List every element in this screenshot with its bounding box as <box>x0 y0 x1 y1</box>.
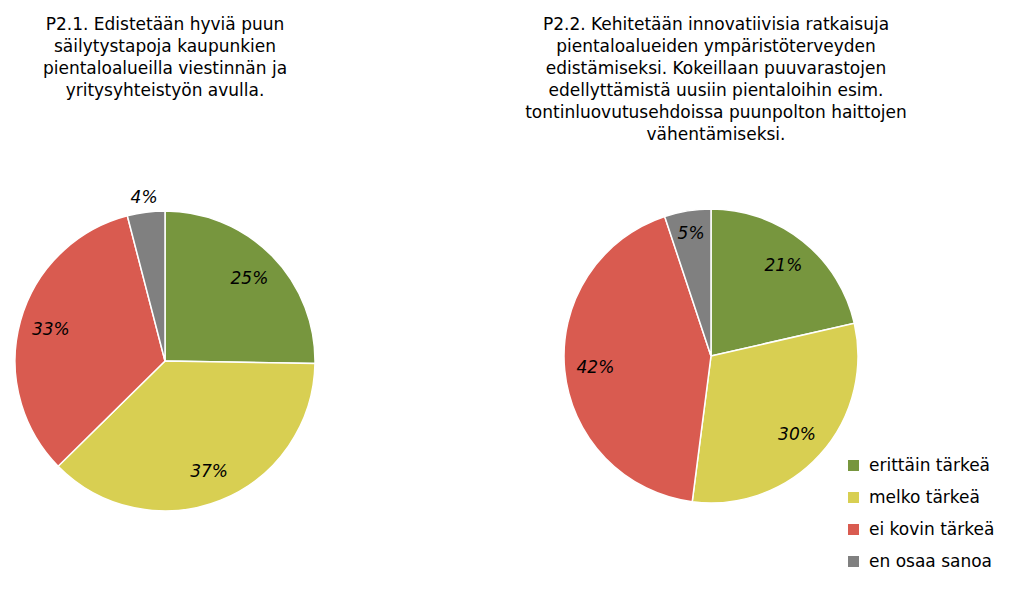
chart-title: P2.2. Kehitetään innovatiivisia ratkaisu… <box>525 14 907 144</box>
pie-chart: P2.2. Kehitetään innovatiivisia ratkaisu… <box>525 14 907 503</box>
legend-label: erittäin tärkeä <box>869 455 990 475</box>
pie-slice <box>665 209 711 356</box>
data-label: 21% <box>765 255 803 275</box>
pie-chart: P2.1. Edistetään hyviä puunsäilytystapoj… <box>15 14 315 511</box>
data-label: 25% <box>231 268 269 288</box>
legend-swatch <box>848 460 859 471</box>
legend-label: melko tärkeä <box>869 487 980 507</box>
legend: erittäin tärkeä melko tärkeä ei kovin tärk… <box>848 455 994 571</box>
chart-canvas: P2.1. Edistetään hyviä puunsäilytystapoj… <box>0 0 1009 598</box>
pie-slice <box>692 323 858 503</box>
data-label: 37% <box>190 461 228 481</box>
legend-swatch <box>848 492 859 503</box>
pie-slice <box>127 211 165 361</box>
legend-label: ei kovin tärkeä <box>869 519 994 539</box>
legend-swatch <box>848 556 859 567</box>
chart-title: P2.1. Edistetään hyviä puunsäilytystapoj… <box>43 14 287 100</box>
data-label: 5% <box>678 223 705 243</box>
legend-label: en osaa sanoa <box>869 551 992 571</box>
data-label: 33% <box>32 319 70 339</box>
pie-slice <box>165 211 315 363</box>
legend-swatch <box>848 524 859 535</box>
data-label: 4% <box>131 187 158 207</box>
data-label: 42% <box>577 357 615 377</box>
data-label: 30% <box>778 424 816 444</box>
